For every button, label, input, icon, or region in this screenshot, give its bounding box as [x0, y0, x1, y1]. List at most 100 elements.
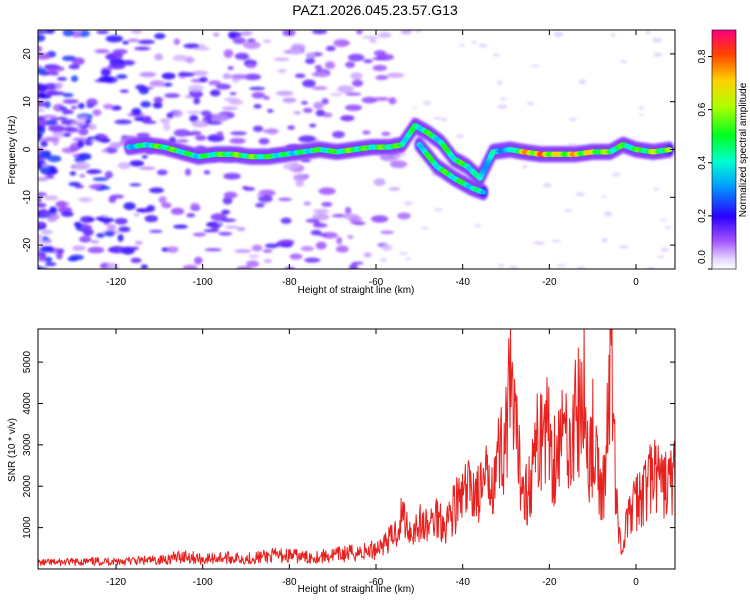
noise-blob [74, 156, 86, 163]
noise-blob [224, 225, 239, 229]
noise-blob [381, 131, 391, 136]
noise-blob [98, 134, 109, 140]
noise-blob [347, 53, 365, 62]
noise-blob [305, 57, 316, 65]
ridge-point [480, 189, 487, 195]
noise-blob [211, 114, 229, 123]
noise-blob [315, 71, 329, 78]
y-tick-label: 20 [22, 48, 33, 60]
noise-blob [362, 130, 371, 135]
noise-blob [131, 30, 143, 34]
noise-blob [173, 38, 181, 45]
noise-blob [379, 257, 387, 263]
snr-frame [37, 328, 676, 570]
noise-blob [209, 89, 221, 97]
noise-blob [48, 125, 66, 133]
noise-blob [38, 255, 47, 262]
noise-blob [373, 178, 386, 187]
spectrogram-y-label: Frequency (Hz) [7, 116, 18, 185]
noise-blob [351, 79, 364, 87]
noise-blob [141, 154, 148, 159]
noise-blob [245, 63, 257, 69]
noise-blob [315, 241, 327, 250]
noise-blob [77, 139, 85, 148]
x-tick-label: -20 [542, 577, 557, 588]
noise-blob [345, 61, 356, 68]
noise-blob [223, 49, 234, 58]
noise-blob [304, 257, 321, 263]
noise-blob [70, 75, 79, 83]
noise-blob [191, 120, 209, 128]
y-tick-label: 5000 [22, 351, 33, 374]
noise-blob [335, 245, 349, 253]
noise-blob [604, 211, 613, 217]
noise-blob [116, 74, 128, 80]
noise-blob [137, 39, 155, 45]
noise-blob [64, 127, 79, 133]
noise-blob [420, 227, 430, 230]
noise-blob [38, 163, 43, 169]
figure-title: PAZ1.2026.045.23.57.G13 [292, 2, 458, 18]
noise-blob [653, 187, 659, 191]
noise-blob [492, 53, 500, 57]
noise-blob [72, 137, 88, 142]
noise-blob [42, 71, 59, 75]
noise-blob [277, 68, 287, 73]
noise-blob [42, 235, 49, 242]
noise-blob [63, 132, 72, 137]
noise-blob [400, 30, 413, 35]
noise-blob [370, 215, 389, 223]
noise-blob [49, 206, 58, 214]
noise-blob [170, 207, 185, 215]
noise-blob [223, 191, 238, 199]
noise-blob [77, 197, 94, 202]
noise-blob [38, 133, 43, 138]
noise-blob [123, 202, 136, 211]
noise-blob [576, 266, 586, 269]
noise-blob [264, 243, 279, 249]
noise-blob [159, 118, 171, 124]
noise-blob [332, 131, 345, 139]
noise-blob [154, 33, 166, 40]
noise-blob [551, 239, 561, 243]
noise-blob [318, 187, 336, 195]
noise-blob [527, 101, 535, 106]
snr-x-label: Height of straight line (km) [298, 584, 415, 595]
noise-blob [122, 40, 129, 45]
noise-blob [311, 86, 328, 91]
noise-blob [553, 31, 564, 37]
noise-blob [369, 38, 377, 44]
noise-blob [38, 30, 50, 34]
noise-blob [377, 32, 392, 38]
noise-blob [601, 195, 608, 198]
y-tick-label: 10 [22, 96, 33, 108]
noise-blob [129, 160, 145, 167]
noise-blob [149, 229, 163, 233]
x-tick-label: -60 [369, 577, 384, 588]
noise-blob [312, 223, 328, 228]
noise-blob [65, 109, 74, 115]
noise-blob [229, 138, 246, 144]
colorbar-ticks: 0.0 0.2 0.4 0.6 0.8 [697, 49, 712, 270]
noise-blob [172, 109, 183, 118]
noise-blob [336, 236, 343, 245]
noise-blob [211, 224, 220, 230]
noise-blob [108, 245, 127, 254]
noise-blob [215, 83, 231, 90]
noise-blob [127, 38, 140, 43]
noise-blob [381, 244, 393, 251]
x-tick-label: -80 [282, 277, 297, 288]
noise-blob [161, 202, 172, 209]
noise-blob [344, 206, 352, 215]
noise-blob [229, 92, 237, 96]
noise-blob [311, 30, 328, 35]
noise-blob [108, 196, 117, 204]
noise-blob [47, 91, 66, 96]
ridge-branch [414, 136, 489, 201]
noise-blob [373, 97, 390, 101]
noise-blob [216, 131, 224, 138]
noise-blob [184, 168, 192, 176]
noise-blob [267, 109, 274, 113]
noise-blob [474, 224, 481, 228]
noise-blob [230, 73, 249, 80]
